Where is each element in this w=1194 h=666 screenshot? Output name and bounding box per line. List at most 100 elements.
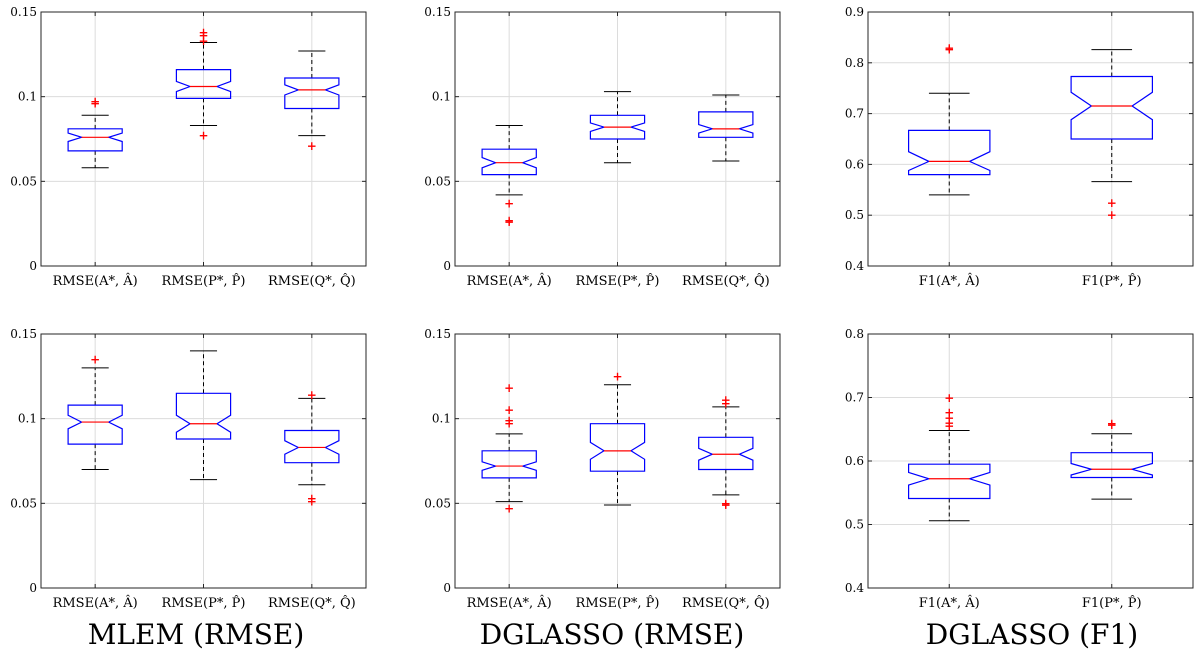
box-1: +++++ (481, 381, 537, 515)
outlier-marker: + (944, 41, 954, 55)
y-tick-label: 0 (443, 259, 451, 273)
box-3: +++ (284, 388, 340, 509)
outlier-marker: + (1107, 196, 1117, 210)
outlier-marker: + (1107, 208, 1117, 222)
outlier-marker: + (504, 417, 514, 431)
outlier-marker: + (198, 25, 208, 39)
notched-box (284, 429, 340, 464)
x-tick-label: RMSE(Q*, Q̂) (268, 273, 356, 289)
y-tick-label: 0.7 (845, 391, 864, 405)
outlier-marker: + (721, 393, 731, 407)
outlier-marker: + (944, 419, 954, 433)
outlier-marker: + (504, 213, 514, 227)
y-tick-label: 0.05 (10, 174, 37, 188)
y-tick-label: 0.5 (845, 518, 864, 532)
outlier-marker: + (721, 496, 731, 510)
x-tick-label: RMSE(A*, Â) (467, 273, 552, 289)
y-tick-label: 0.15 (424, 327, 451, 341)
outlier-marker: + (944, 391, 954, 405)
outlier-marker: + (198, 34, 208, 48)
axes-frame (867, 11, 1194, 267)
notched-box (481, 450, 537, 479)
box-2: ++ (1070, 49, 1154, 222)
notched-box (67, 404, 123, 445)
outlier-marker: + (90, 352, 100, 366)
outlier-marker: + (504, 403, 514, 417)
y-tick-label: 0.8 (845, 327, 864, 341)
x-tick-label: F1(P*, P̂) (1082, 595, 1142, 611)
box-1: + (67, 352, 123, 470)
outlier-marker: + (1107, 418, 1117, 432)
notched-box (481, 148, 537, 176)
caption-dglasso-rmse: DGLASSO (RMSE) (479, 618, 745, 651)
outlier-marker: + (198, 129, 208, 143)
notched-box (175, 392, 232, 440)
x-tick-label: F1(A*, Â) (919, 595, 980, 611)
x-tick-label: RMSE(Q*, Q̂) (682, 595, 770, 611)
caption-dglasso-f1: DGLASSO (F1) (925, 618, 1139, 651)
y-tick-label: 0.05 (424, 174, 451, 188)
notched-box (175, 68, 232, 100)
outlier-marker: + (721, 498, 731, 512)
box-1: +++ (481, 124, 537, 229)
outlier-marker: + (90, 96, 100, 110)
x-tick-label: RMSE(P*, P̂) (162, 273, 246, 289)
outlier-marker: + (504, 381, 514, 395)
box-2: ++ (1070, 417, 1154, 500)
notched-box (698, 111, 754, 138)
y-tick-label: 0.7 (845, 107, 864, 121)
outlier-marker: + (944, 411, 954, 425)
outlier-marker: + (90, 95, 100, 109)
plot-panel-4: 0 0.05 0.1 0.15 RMSE(A*, Â) RMSE(P*, P̂) RMSE(… (10, 327, 367, 611)
x-tick-label: RMSE(A*, Â) (53, 595, 138, 611)
y-tick-label: 0.6 (845, 157, 864, 171)
y-tick-label: 0.05 (424, 496, 451, 510)
y-tick-label: 0.1 (432, 412, 451, 426)
outlier-marker: + (721, 396, 731, 410)
y-tick-label: 0.15 (10, 5, 37, 19)
outlier-marker: + (612, 369, 622, 383)
box-2: ++++ (175, 25, 232, 143)
outlier-marker: + (307, 495, 317, 509)
y-tick-label: 0.4 (845, 581, 864, 595)
y-tick-label: 0 (29, 259, 37, 273)
y-tick-label: 0.15 (424, 5, 451, 19)
y-tick-label: 0.1 (18, 412, 37, 426)
plot-panel-1: 0 0.05 0.1 0.15 RMSE(A*, Â) RMSE(P*, P̂) RMSE(… (10, 5, 367, 289)
y-tick-label: 0.6 (845, 454, 864, 468)
caption-mlem-rmse: MLEM (RMSE) (87, 618, 305, 651)
y-tick-label: 0.1 (18, 90, 37, 104)
plot-panel-2: 0 0.05 0.1 0.15 RMSE(A*, Â) RMSE(P*, P̂) RMSE(… (424, 5, 781, 289)
plot-panel-5: 0 0.05 0.1 0.15 RMSE(A*, Â) RMSE(P*, P̂) RMSE(… (424, 327, 781, 611)
notched-box (284, 77, 340, 110)
box-2 (589, 91, 646, 164)
box-3 (698, 94, 754, 162)
notched-box (589, 114, 646, 140)
outlier-marker: + (504, 413, 514, 427)
box-1: ++ (907, 41, 991, 196)
outlier-marker: + (307, 388, 317, 402)
y-tick-label: 0.4 (845, 259, 864, 273)
x-tick-label: RMSE(P*, P̂) (162, 595, 246, 611)
notched-box (589, 423, 646, 472)
outlier-marker: + (504, 215, 514, 229)
outlier-marker: + (198, 29, 208, 43)
outlier-marker: + (504, 196, 514, 210)
y-tick-label: 0.05 (10, 496, 37, 510)
outlier-marker: + (944, 416, 954, 430)
box-1: ++ (67, 95, 123, 169)
outlier-marker: + (307, 491, 317, 505)
plot-panel-3: 0.40.50.60.70.80.9F1(A*, Â) F1(P*, P̂)+++… (845, 5, 1194, 289)
box-3: ++++ (698, 393, 754, 512)
box-2: + (589, 369, 646, 506)
notched-box (1070, 75, 1154, 140)
outlier-marker: + (1107, 417, 1117, 431)
y-tick-label: 0.5 (845, 208, 864, 222)
x-tick-label: RMSE(Q*, Q̂) (682, 273, 770, 289)
y-tick-label: 0 (29, 581, 37, 595)
y-tick-label: 0.9 (845, 5, 864, 19)
plot-panel-6: 0.40.50.60.70.8F1(A*, Â) F1(P*, P̂)++++++… (845, 327, 1194, 611)
notched-box (67, 128, 123, 152)
notched-box (907, 463, 991, 500)
